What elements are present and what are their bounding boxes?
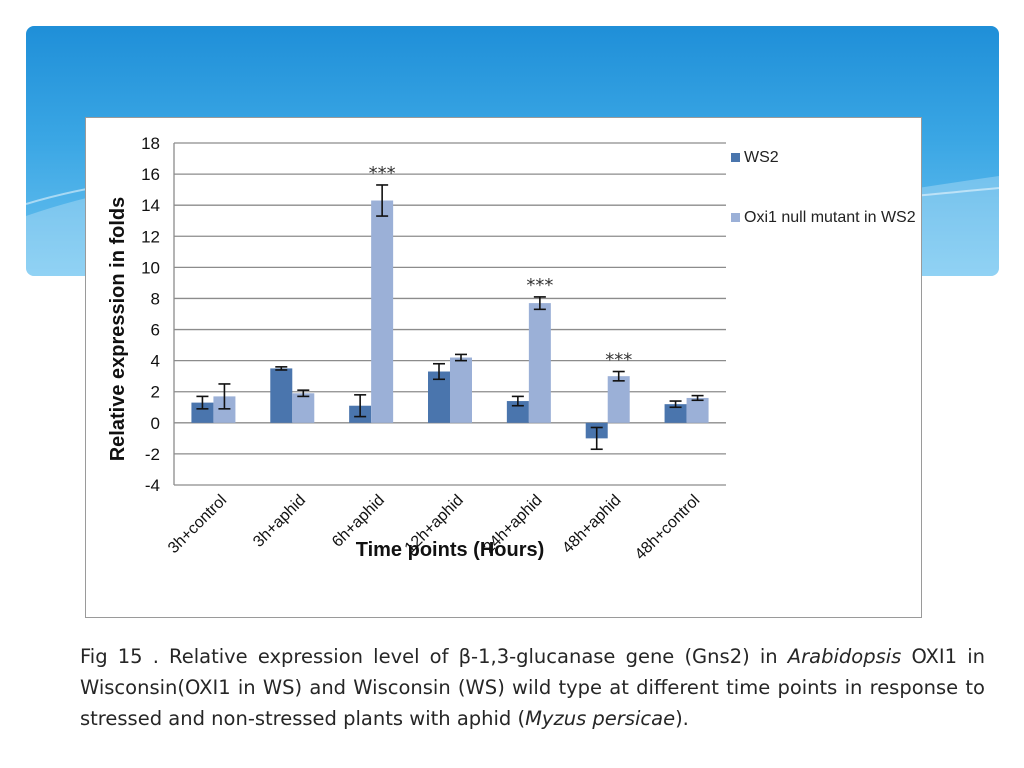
caption-suffix: ). [675,707,689,730]
bar [450,357,472,423]
legend-swatch-ws2 [731,153,740,162]
y-tick-label: 4 [151,352,160,371]
significance-annotation: *** [526,275,553,296]
caption-italic-myzus: Myzus persicae [525,707,676,730]
bar [371,200,394,423]
bar [664,404,687,423]
bar [191,402,214,423]
x-tick-label: 3h+control [165,492,230,557]
caption-middle: OXI1 in Wisconsin(OXI1 in WS) and Wiscon… [80,645,985,730]
y-tick-label: 16 [141,165,160,184]
y-tick-label: 8 [151,289,160,308]
legend-label-oxi1: Oxi1 null mutant in WS2 [744,209,916,226]
legend-item-oxi1: Oxi1 null mutant in WS2 [731,208,916,228]
legend-item-ws2: WS2 [731,148,916,168]
bar [528,303,551,423]
bar [607,376,630,423]
chart-figure: 18 16 14 12 10 8 6 4 2 0 -2 -4 3h+control 3h+aphid 6h+… [85,117,922,618]
figure-caption: Fig 15 . Relative expression level of β-… [80,641,985,734]
y-tick-label: 6 [151,321,160,340]
bar [292,393,315,423]
significance-annotation: *** [369,163,396,184]
legend-label-ws2: WS2 [744,149,779,166]
y-tick-label: 14 [141,196,160,215]
y-tick-label: 2 [151,383,160,402]
y-tick-label: 0 [151,414,160,433]
y-tick-label: 10 [141,258,160,277]
significance-annotation: *** [605,350,632,371]
caption-italic-arabidopsis: Arabidopsis [787,645,902,668]
chart-legend: WS2 Oxi1 null mutant in WS2 [731,148,916,268]
x-axis-title: Time points (Hours) [356,539,545,561]
y-axis-title: Relative expression in folds [107,197,129,462]
y-tick-label: -2 [145,445,160,464]
y-tick-label: -4 [145,476,160,495]
legend-swatch-oxi1 [731,213,740,222]
bar [270,368,293,423]
bar [686,397,709,423]
caption-prefix: Fig 15 . Relative expression level of β-… [80,645,788,668]
y-tick-label: 12 [141,227,160,246]
x-tick-label: 48h+aphid [559,492,624,557]
y-tick-label: 18 [141,134,160,153]
x-tick-label: 48h+control [632,492,703,563]
x-tick-label: 3h+aphid [250,492,309,551]
bar [428,371,450,423]
